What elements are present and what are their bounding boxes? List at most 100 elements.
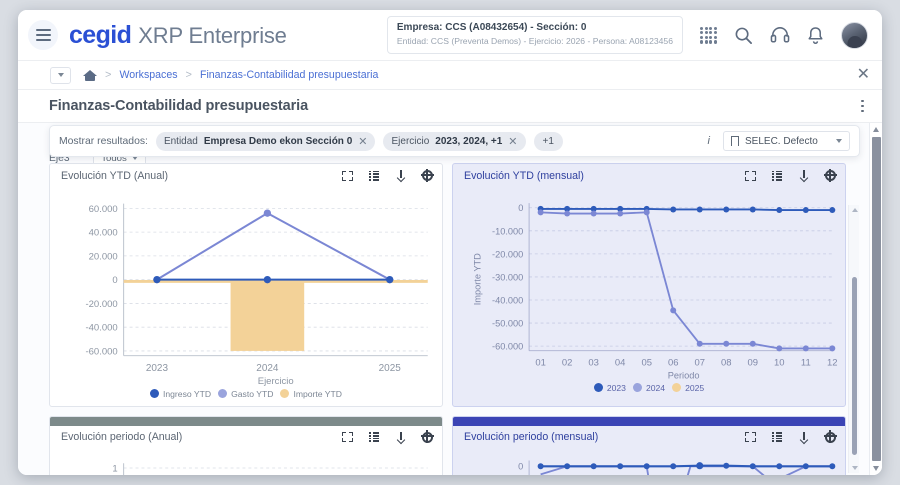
axis-filter-value: Todos — [101, 152, 127, 164]
table-view-icon[interactable] — [772, 432, 783, 442]
svg-text:20.000: 20.000 — [89, 251, 118, 262]
breadcrumb-item-workspaces[interactable]: Workspaces — [119, 69, 178, 81]
chevron-down-icon — [836, 139, 842, 143]
panel-evolucion-periodo-anual[interactable]: Evolución periodo (Anual) — [49, 415, 443, 475]
toolbar-icons — [700, 21, 868, 49]
download-icon[interactable] — [799, 431, 809, 443]
chart-evolucion-periodo-anual: 1 0,8 — [50, 449, 442, 475]
legend-item[interactable]: Ingreso YTD — [149, 389, 211, 399]
svg-text:11: 11 — [801, 358, 811, 369]
bookmark-icon — [731, 136, 739, 146]
selection-dropdown-label: SELEC. Defecto — [745, 135, 818, 147]
scroll-down-arrow-icon[interactable] — [851, 466, 858, 470]
company-context-sub: Entidad: CCS (Preventa Demos) - Ejercici… — [396, 36, 673, 46]
brand-logo: cegid XRP Enterprise — [69, 21, 287, 50]
svg-text:05: 05 — [641, 358, 652, 369]
panel-body: 0 -5.000 -10.000 — [453, 449, 845, 475]
apps-grid-icon[interactable] — [700, 26, 717, 44]
panel-header: Evolución YTD (mensual) — [453, 164, 845, 187]
legend-label: Importe YTD — [293, 388, 342, 399]
inner-scrollbar[interactable] — [848, 205, 859, 473]
headset-icon[interactable] — [770, 26, 790, 44]
legend-item[interactable]: Gasto YTD — [218, 389, 273, 399]
panel-title: Evolución periodo (Anual) — [61, 431, 183, 444]
svg-text:-40.000: -40.000 — [85, 323, 117, 334]
legend-swatch — [593, 383, 603, 393]
page-title-bar: Finanzas-Contabilidad presupuestaria — [18, 90, 882, 123]
breadcrumb-item-current[interactable]: Finanzas-Contabilidad presupuestaria — [199, 69, 379, 81]
selection-dropdown[interactable]: SELEC. Defecto — [723, 131, 850, 151]
svg-text:-20.000: -20.000 — [85, 299, 117, 310]
svg-text:40.000: 40.000 — [89, 228, 118, 239]
panel-body: 60.000 40.000 20.000 0 -20.000 -40.000 -… — [50, 187, 442, 406]
settings-icon[interactable] — [823, 430, 837, 444]
bell-icon[interactable] — [807, 26, 824, 45]
download-icon[interactable] — [396, 170, 406, 181]
page-scrollbar[interactable] — [869, 123, 882, 475]
close-icon[interactable]: ✕ — [856, 66, 870, 83]
filter-chip-overflow[interactable]: +1 — [533, 131, 563, 151]
download-icon[interactable] — [799, 170, 809, 181]
svg-text:-50.000: -50.000 — [492, 319, 523, 329]
hamburger-menu-icon[interactable] — [28, 20, 58, 50]
filter-chip-entidad[interactable]: Entidad Empresa Demo ekon Sección 0 ✕ — [155, 131, 376, 151]
legend-swatch — [672, 383, 682, 393]
panel-evolucion-ytd-mensual[interactable]: Evolución YTD (mensual) — [452, 163, 846, 407]
search-icon[interactable] — [734, 26, 753, 45]
panel-evolucion-ytd-anual[interactable]: Evolución YTD (Anual) — [49, 163, 443, 407]
svg-text:0: 0 — [112, 275, 117, 286]
table-view-icon[interactable] — [369, 432, 380, 442]
close-icon[interactable]: ✕ — [508, 135, 518, 148]
scroll-up-arrow-icon[interactable] — [873, 127, 879, 132]
brand-name-cegid: cegid — [69, 20, 132, 49]
filter-chip-value: Empresa Demo ekon Sección 0 — [203, 135, 353, 147]
kebab-menu-icon[interactable] — [857, 96, 868, 116]
svg-text:Periodo: Periodo — [668, 370, 700, 380]
legend-item[interactable]: 2025 — [672, 383, 704, 393]
home-icon[interactable] — [83, 69, 97, 82]
svg-text:08: 08 — [721, 358, 732, 369]
breadcrumb-separator: > — [105, 69, 112, 81]
filter-chip-ejercicio[interactable]: Ejercicio 2023, 2024, +1 ✕ — [383, 131, 526, 151]
download-icon[interactable] — [396, 431, 406, 443]
svg-text:0: 0 — [518, 203, 523, 213]
svg-text:60.000: 60.000 — [89, 204, 118, 215]
breadcrumb-dropdown-button[interactable] — [50, 66, 71, 84]
inner-scrollbar-thumb[interactable] — [852, 277, 857, 455]
chart-evolucion-ytd-anual: 60.000 40.000 20.000 0 -20.000 -40.000 -… — [50, 187, 442, 387]
table-view-icon[interactable] — [772, 171, 783, 181]
info-icon[interactable]: i — [707, 135, 710, 147]
chart-svg: 0 -5.000 -10.000 — [518, 460, 836, 475]
filter-bar-label: Mostrar resultados: — [59, 135, 148, 147]
panel-tools — [342, 168, 434, 182]
table-view-icon[interactable] — [369, 171, 380, 181]
panel-evolucion-periodo-mensual[interactable]: Evolución periodo (mensual) — [452, 415, 846, 475]
legend-item[interactable]: 2024 — [632, 383, 665, 393]
scroll-up-arrow-icon[interactable] — [851, 208, 858, 212]
settings-icon[interactable] — [420, 168, 434, 182]
svg-text:06: 06 — [668, 358, 679, 369]
dashboard-grid: Evolución YTD (Anual) — [49, 163, 860, 475]
chevron-down-icon — [57, 73, 64, 77]
breadcrumb-separator: > — [185, 69, 192, 81]
dashboard-grid-viewport: Evolución YTD (Anual) — [49, 163, 860, 475]
close-icon[interactable]: ✕ — [358, 135, 368, 148]
svg-text:09: 09 — [748, 358, 759, 369]
svg-text:01: 01 — [535, 358, 546, 369]
settings-icon[interactable] — [420, 430, 434, 444]
page-scrollbar-thumb[interactable] — [872, 137, 881, 461]
company-context-box[interactable]: Empresa: CCS (A08432654) - Sección: 0 En… — [386, 16, 683, 54]
avatar[interactable] — [841, 21, 868, 49]
svg-text:Importe YTD: Importe YTD — [473, 253, 483, 305]
legend-item[interactable]: Importe YTD — [280, 389, 342, 399]
scroll-down-arrow-icon[interactable] — [873, 466, 879, 471]
svg-text:-60.000: -60.000 — [492, 342, 523, 352]
filter-chip-prefix: Entidad — [163, 135, 198, 147]
expand-icon[interactable] — [745, 432, 756, 443]
settings-icon[interactable] — [823, 168, 837, 182]
expand-icon[interactable] — [745, 170, 756, 181]
legend-item[interactable]: 2023 — [593, 383, 626, 393]
expand-icon[interactable] — [342, 170, 353, 181]
breadcrumb: > Workspaces > Finanzas-Contabilidad pre… — [18, 61, 882, 90]
expand-icon[interactable] — [342, 432, 353, 443]
